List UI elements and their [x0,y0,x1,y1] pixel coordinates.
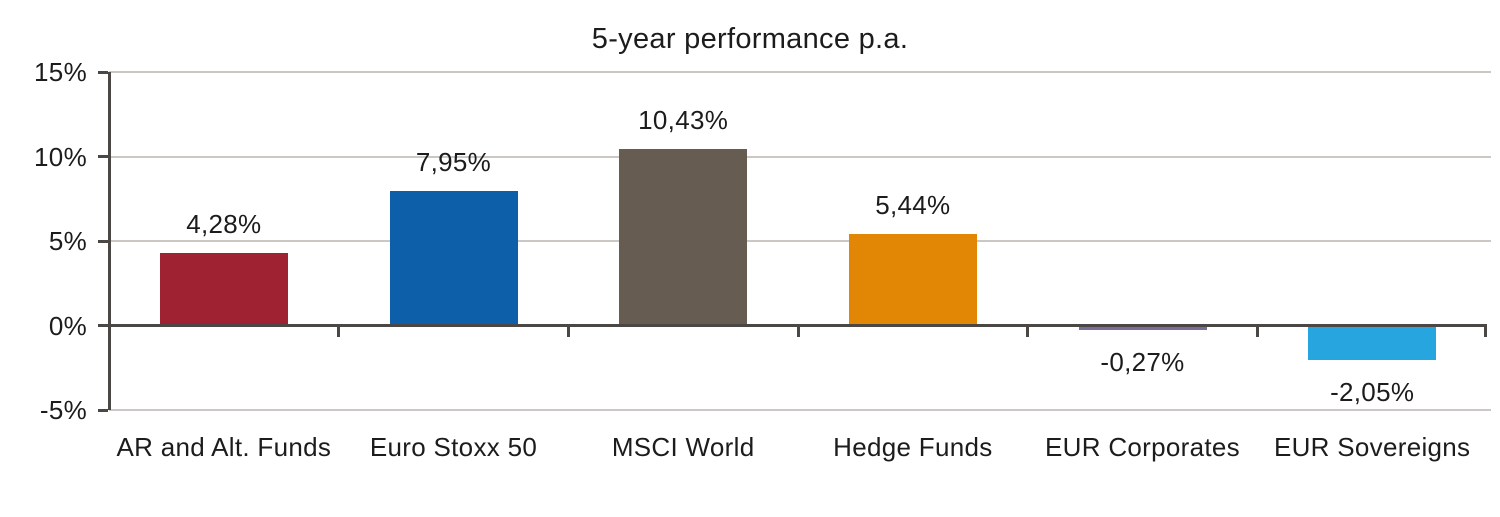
chart-title: 5-year performance p.a. [591,23,909,55]
value-label-eur-corporates: -0,27% [1100,347,1185,378]
category-label-eur-corporates: EUR Corporates [1045,432,1240,462]
gridline-15 [109,71,1491,73]
gridline-5 [109,240,1491,242]
bar-eur-sovereigns [1308,327,1437,361]
y-axis-tick [98,408,108,412]
category-label-eur-sovereigns: EUR Sovereigns [1273,432,1471,462]
x-axis-tick [1026,324,1030,337]
x-axis-tick [566,324,570,337]
x-axis-tick [337,324,341,337]
bar-hedge-funds [848,233,977,324]
y-axis-label-5: 5% [48,226,87,256]
category-label-ar-and-alt-funds: AR and Alt. Funds [116,432,332,462]
gridline-10 [109,155,1491,158]
bar-msci-world [619,149,748,324]
bar-ar-and-alt-funds [159,253,288,324]
category-label-hedge-funds: Hedge Funds [833,432,993,462]
x-axis-tick [796,324,800,337]
y-axis-label-0: 0% [48,310,87,341]
value-label-msci-world: 10,43% [638,105,729,136]
y-axis-label--5: -5% [39,395,87,425]
y-axis-tick [98,70,108,74]
category-label-msci-world: MSCI World [611,432,755,462]
value-label-ar-and-alt-funds: 4,28% [186,209,262,240]
x-axis-tick [1255,324,1259,337]
value-label-hedge-funds: 5,44% [875,189,951,220]
y-axis-tick [98,155,108,158]
value-label-euro-stoxx-50: 7,95% [415,147,492,178]
y-axis-label-10: 10% [34,141,87,172]
y-axis-tick [98,239,108,243]
category-label-euro-stoxx-50: Euro Stoxx 50 [369,432,538,462]
gridline--5 [109,409,1491,411]
y-axis-label-15: 15% [34,57,87,87]
y-axis-line [107,72,111,410]
y-axis-tick [98,324,108,327]
bar-euro-stoxx-50 [389,191,518,324]
bar-eur-corporates [1078,327,1207,331]
value-label-eur-sovereigns: -2,05% [1330,377,1415,408]
x-axis-tick [1484,324,1487,337]
